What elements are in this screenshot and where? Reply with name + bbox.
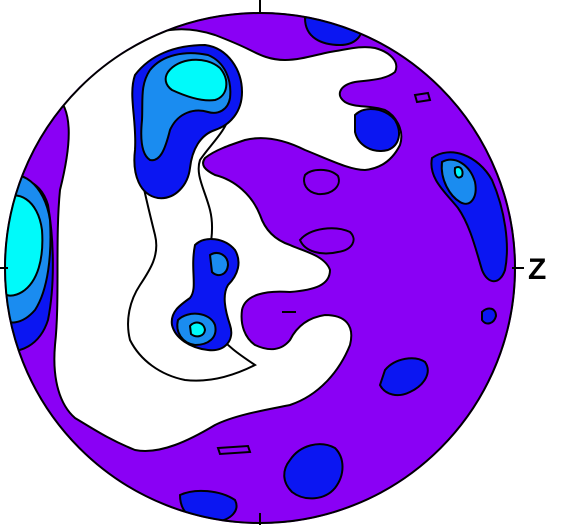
density-patch-south-dash	[216, 444, 252, 456]
north-label: Z	[528, 253, 546, 286]
contour-level-2-east-spot	[354, 108, 401, 152]
contour-level-4-nw	[164, 58, 228, 102]
contour-level-2-south	[283, 443, 344, 500]
contour-level-4-center	[188, 321, 207, 338]
density-hole-north-center	[303, 168, 340, 196]
density-contours	[5, 13, 508, 523]
contour-level-2-se	[378, 357, 429, 397]
density-hole-center-blob	[298, 227, 355, 255]
contour-level-3-center-upper	[208, 252, 230, 277]
contour-level-3-ne	[440, 158, 477, 205]
density-patch-top-right	[413, 91, 432, 104]
contour-level-2-small-east	[481, 307, 498, 325]
contour-level-4-ne	[453, 166, 464, 179]
